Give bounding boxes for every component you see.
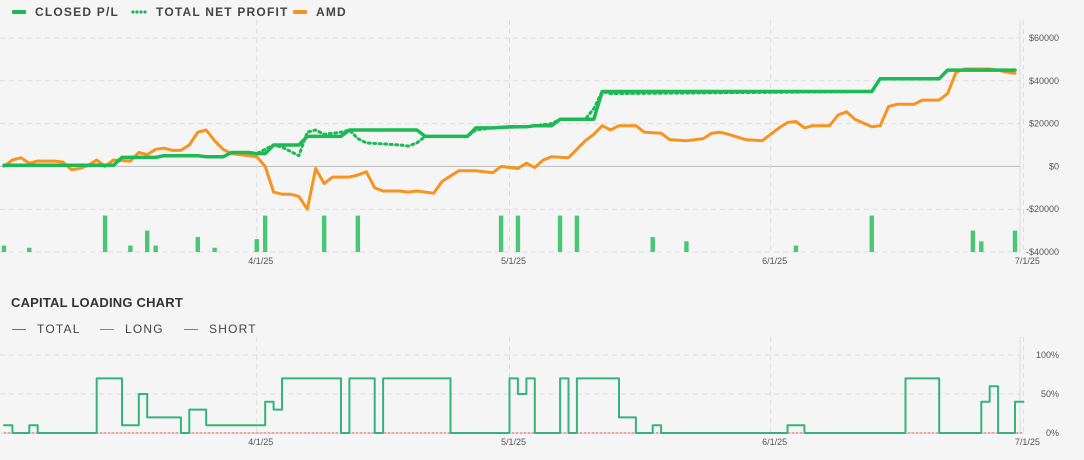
legend-short[interactable]: SHORT — [184, 321, 257, 337]
volume-bar — [153, 245, 158, 252]
series-closed-p-l — [2, 68, 1017, 168]
x-tick-label: 5/1/25 — [501, 437, 526, 447]
legend-closed-pl-label: CLOSED P/L — [35, 5, 120, 19]
x-tick-label: 4/1/25 — [248, 437, 273, 447]
y-tick-label: -$20000 — [1026, 204, 1059, 214]
legend-total-label: TOTAL — [37, 322, 81, 336]
volume-bar — [254, 239, 259, 252]
x-tick-label: 6/1/25 — [762, 256, 787, 266]
legend-closed-pl[interactable]: CLOSED P/L — [12, 4, 119, 20]
series-long — [3, 377, 1025, 434]
volume-bar — [793, 245, 799, 252]
legend-long[interactable]: LONG — [100, 321, 164, 337]
x-tick-label: 5/1/25 — [501, 256, 526, 266]
long-swatch — [100, 328, 114, 330]
legend-long-label: LONG — [125, 322, 164, 336]
total-net-profit-swatch — [131, 10, 147, 14]
volume-bar — [262, 215, 268, 252]
y-tick-label: 100% — [1036, 350, 1059, 360]
x-tick-label: 7/1/25 — [1015, 437, 1040, 447]
volume-bar — [650, 237, 655, 252]
volume-bar — [574, 215, 580, 252]
volume-bar — [979, 241, 984, 252]
y-tick-label: -$40000 — [1026, 247, 1059, 257]
legend-total[interactable]: TOTAL — [12, 321, 81, 337]
volume-bar — [128, 245, 133, 252]
closed-pl-swatch — [12, 10, 26, 14]
legend-total-net-profit[interactable]: TOTAL NET PROFIT — [131, 4, 289, 20]
capital-loading-title: CAPITAL LOADING CHART — [11, 295, 183, 310]
volume-bar — [145, 230, 150, 252]
volume-bar — [321, 215, 327, 252]
volume-bar — [1012, 230, 1018, 252]
series-amd — [2, 67, 1017, 211]
x-tick-label: 6/1/25 — [762, 437, 787, 447]
y-tick-label: $40000 — [1029, 76, 1059, 86]
y-tick-label: $60000 — [1029, 33, 1059, 43]
volume-bar — [970, 230, 976, 252]
y-tick-label: 0% — [1046, 428, 1059, 438]
short-swatch — [184, 328, 198, 330]
volume-bar — [212, 247, 217, 252]
total-swatch — [12, 328, 26, 330]
y-tick-label: $20000 — [1029, 119, 1059, 129]
legend-amd[interactable]: AMD — [293, 4, 347, 20]
volume-bar — [102, 215, 108, 252]
volume-bar — [869, 215, 874, 252]
volume-bar — [355, 215, 361, 252]
volume-bar — [515, 215, 521, 252]
x-tick-label: 4/1/25 — [248, 256, 273, 266]
amd-swatch — [293, 10, 307, 14]
legend-short-label: SHORT — [209, 322, 257, 336]
volume-bar — [27, 247, 32, 252]
volume-bar — [195, 237, 200, 252]
volume-bar — [557, 215, 563, 252]
legend-total-net-profit-label: TOTAL NET PROFIT — [156, 5, 289, 19]
volume-bar — [1, 245, 7, 252]
y-tick-label: 50% — [1041, 389, 1059, 399]
volume-bar — [498, 215, 504, 252]
legend-amd-label: AMD — [316, 5, 347, 19]
volume-bar — [684, 241, 689, 252]
x-tick-label: 7/1/25 — [1015, 256, 1040, 266]
y-tick-label: $0 — [1049, 161, 1059, 171]
